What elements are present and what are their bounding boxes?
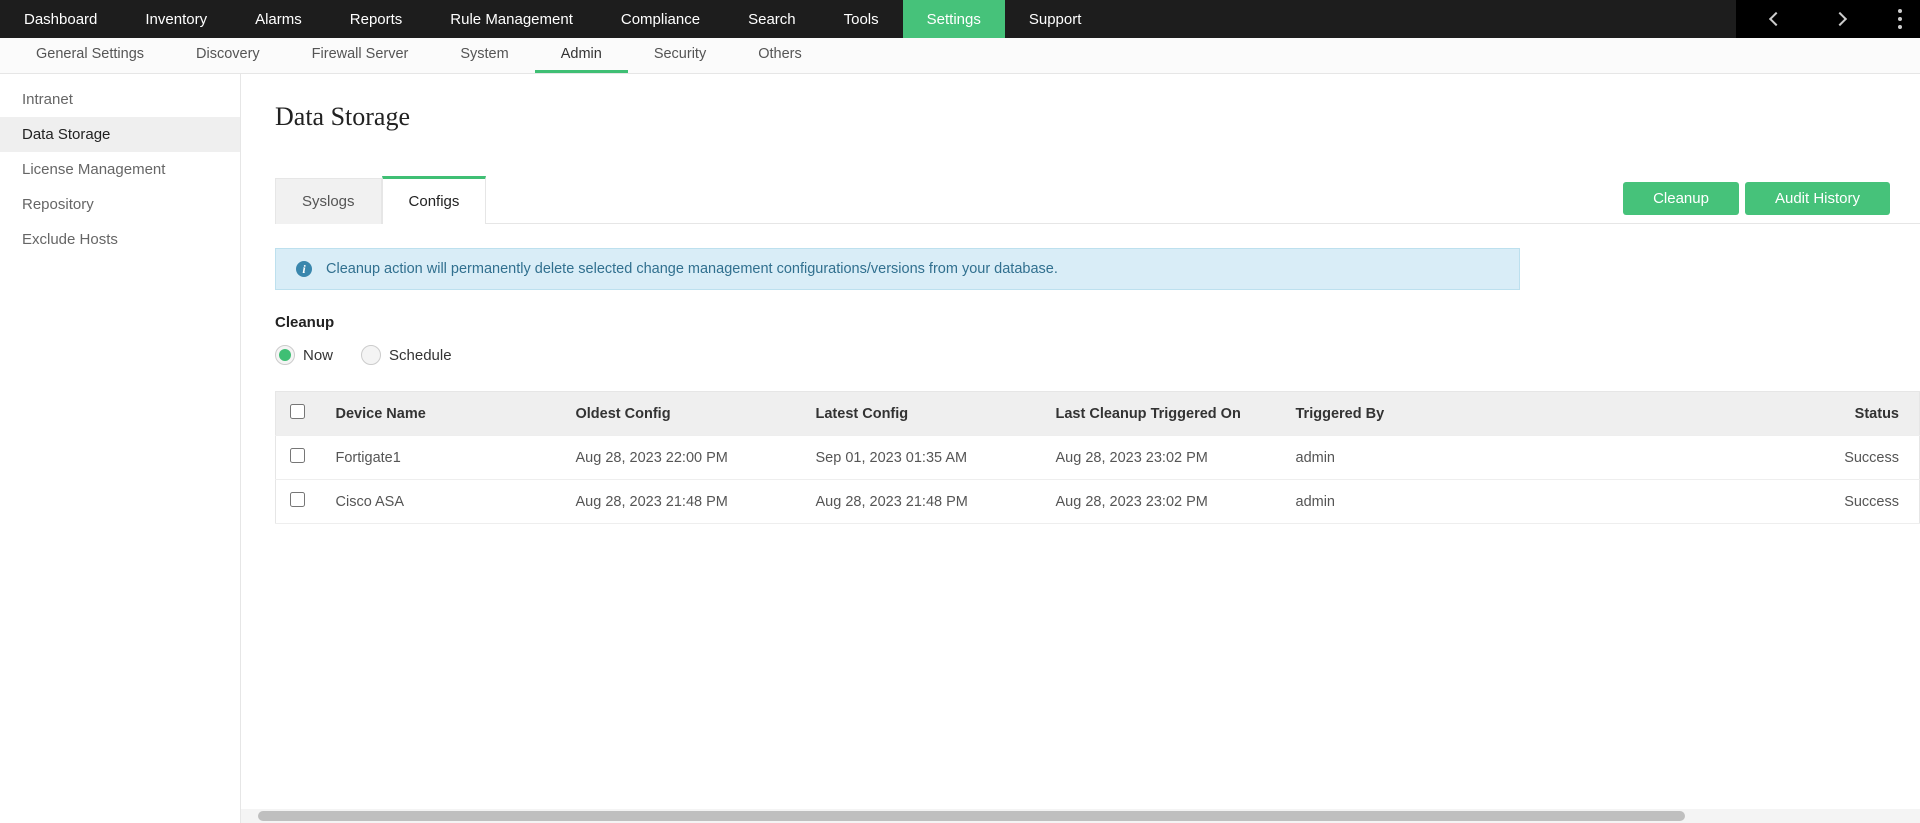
dot-icon [1898,25,1902,29]
sidebar-item-exclude-hosts[interactable]: Exclude Hosts [0,222,240,257]
row-checkbox[interactable] [290,492,305,507]
cleanup-mode-radio-group: Now Schedule [275,345,1920,365]
cell-checkbox [276,480,322,524]
select-all-checkbox[interactable] [290,404,305,419]
cell-latest: Aug 28, 2023 21:48 PM [802,480,1042,524]
sidebar-item-data-storage[interactable]: Data Storage [0,117,240,152]
tab-syslogs[interactable]: Syslogs [275,178,382,224]
table-row: Cisco ASA Aug 28, 2023 21:48 PM Aug 28, … [276,480,1920,524]
sidebar-item-license-management[interactable]: License Management [0,152,240,187]
nav-dashboard[interactable]: Dashboard [0,0,121,38]
top-nav: Dashboard Inventory Alarms Reports Rule … [0,0,1920,38]
col-oldest-config: Oldest Config [562,392,802,436]
col-status: Status [1482,392,1920,436]
table-row: Fortigate1 Aug 28, 2023 22:00 PM Sep 01,… [276,436,1920,480]
topnav-spacer [1105,0,1736,38]
sub-nav: General Settings Discovery Firewall Serv… [0,38,1920,74]
dot-icon [1898,9,1902,13]
cell-oldest: Aug 28, 2023 22:00 PM [562,436,802,480]
tab-row: Syslogs Configs Cleanup Audit History [275,176,1920,224]
main-content: Data Storage Syslogs Configs Cleanup Aud… [241,74,1920,823]
cell-triggered-by: admin [1282,436,1482,480]
radio-outer [361,345,381,365]
cell-status: Success [1482,480,1920,524]
radio-outer [275,345,295,365]
cell-oldest: Aug 28, 2023 21:48 PM [562,480,802,524]
row-checkbox[interactable] [290,448,305,463]
nav-reports[interactable]: Reports [326,0,427,38]
dot-icon [1898,17,1902,21]
radio-schedule-label: Schedule [389,347,452,364]
radio-now-label: Now [303,347,333,364]
cell-checkbox [276,436,322,480]
subnav-security[interactable]: Security [628,38,732,73]
nav-settings[interactable]: Settings [903,0,1005,38]
subnav-others[interactable]: Others [732,38,828,73]
col-last-cleanup: Last Cleanup Triggered On [1042,392,1282,436]
info-banner-text: Cleanup action will permanently delete s… [326,261,1058,277]
chevron-right-icon [1833,12,1847,26]
radio-schedule[interactable]: Schedule [361,345,452,365]
body: Intranet Data Storage License Management… [0,74,1920,823]
subnav-firewall-server[interactable]: Firewall Server [286,38,435,73]
cell-device: Cisco ASA [322,480,562,524]
cell-triggered-on: Aug 28, 2023 23:02 PM [1042,480,1282,524]
sidebar-item-intranet[interactable]: Intranet [0,82,240,117]
nav-rule-management[interactable]: Rule Management [426,0,597,38]
nav-support[interactable]: Support [1005,0,1106,38]
cleanup-button[interactable]: Cleanup [1623,182,1739,215]
horizontal-scrollbar[interactable] [241,809,1920,823]
scrollbar-thumb[interactable] [258,811,1685,821]
info-icon: i [296,261,312,277]
nav-compliance[interactable]: Compliance [597,0,724,38]
col-triggered-by: Triggered By [1282,392,1482,436]
radio-inner [279,349,291,361]
nav-next[interactable] [1814,14,1866,24]
cell-latest: Sep 01, 2023 01:35 AM [802,436,1042,480]
table-header-row: Device Name Oldest Config Latest Config … [276,392,1920,436]
nav-alarms[interactable]: Alarms [231,0,326,38]
audit-history-button[interactable]: Audit History [1745,182,1890,215]
col-device-name: Device Name [322,392,562,436]
nav-search[interactable]: Search [724,0,820,38]
radio-now[interactable]: Now [275,345,333,365]
sidebar: Intranet Data Storage License Management… [0,74,241,823]
nav-tools[interactable]: Tools [820,0,903,38]
tab-configs[interactable]: Configs [382,176,487,224]
nav-prev[interactable] [1750,14,1802,24]
subnav-system[interactable]: System [434,38,534,73]
cell-triggered-by: admin [1282,480,1482,524]
nav-inventory[interactable]: Inventory [121,0,231,38]
nav-more-menu[interactable] [1880,0,1920,38]
nav-arrows [1736,0,1880,38]
configs-table: Device Name Oldest Config Latest Config … [275,391,1920,524]
cell-triggered-on: Aug 28, 2023 23:02 PM [1042,436,1282,480]
page-title: Data Storage [275,102,1920,132]
sidebar-item-repository[interactable]: Repository [0,187,240,222]
subnav-general-settings[interactable]: General Settings [10,38,170,73]
subnav-admin[interactable]: Admin [535,38,628,73]
cleanup-heading: Cleanup [275,314,1920,331]
subnav-discovery[interactable]: Discovery [170,38,286,73]
col-select-all [276,392,322,436]
chevron-left-icon [1769,12,1783,26]
cell-status: Success [1482,436,1920,480]
info-banner: i Cleanup action will permanently delete… [275,248,1520,290]
col-latest-config: Latest Config [802,392,1042,436]
cell-device: Fortigate1 [322,436,562,480]
